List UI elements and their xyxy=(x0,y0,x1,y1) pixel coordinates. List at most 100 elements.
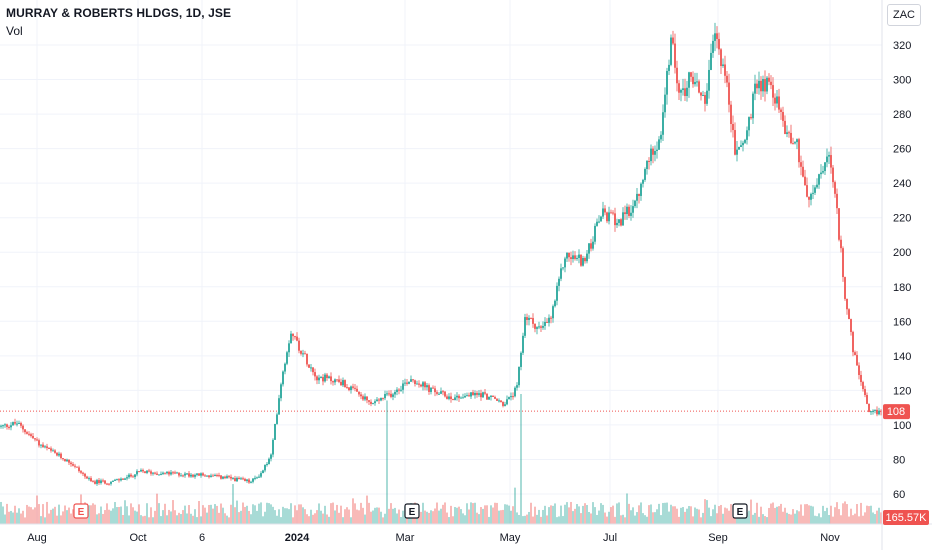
volume-bar xyxy=(200,516,202,524)
candle-body xyxy=(862,382,864,390)
volume-bar xyxy=(274,510,276,524)
volume-bar xyxy=(842,503,844,524)
volume-bar xyxy=(820,517,822,524)
candle-body xyxy=(138,471,140,473)
volume-bar xyxy=(360,502,362,524)
volume-bar xyxy=(386,400,388,524)
symbol-title[interactable]: MURRAY & ROBERTS HLDGS, 1D, JSE xyxy=(6,6,232,20)
candle-body xyxy=(530,317,532,319)
volume-bar xyxy=(348,509,350,524)
candle-body xyxy=(230,476,232,479)
volume-bar xyxy=(314,513,316,524)
volume-bar xyxy=(422,502,424,524)
candle-body xyxy=(282,371,284,385)
candle-body xyxy=(816,184,818,188)
volume-bar xyxy=(338,512,340,524)
volume-bar xyxy=(438,510,440,524)
volume-bar xyxy=(696,508,698,524)
volume-bar xyxy=(530,502,532,524)
volume-bar xyxy=(324,505,326,524)
volume-bar xyxy=(850,508,852,524)
candle-body xyxy=(874,409,876,411)
earnings-marker[interactable]: E xyxy=(73,503,89,519)
volume-indicator-label[interactable]: Vol xyxy=(6,24,23,38)
candle-body xyxy=(176,472,178,474)
candle-body xyxy=(372,403,374,405)
candle-body xyxy=(262,470,264,474)
earnings-marker[interactable]: E xyxy=(404,503,420,519)
candle-body xyxy=(562,267,564,269)
volume-bar xyxy=(592,502,594,524)
candle-body xyxy=(572,255,574,260)
candle-body xyxy=(780,109,782,112)
volume-bar xyxy=(638,505,640,524)
volume-bar xyxy=(290,503,292,524)
candle-body xyxy=(312,367,314,373)
volume-bar xyxy=(258,503,260,524)
candle-body xyxy=(578,254,580,258)
volume-bar xyxy=(512,506,514,524)
candle-body xyxy=(548,317,550,323)
volume-bar xyxy=(688,506,690,524)
volume-bar xyxy=(6,503,8,524)
candle-body xyxy=(634,200,636,207)
volume-bar xyxy=(702,512,704,524)
y-tick-label: 240 xyxy=(893,178,911,190)
volume-bar xyxy=(42,504,44,524)
volume-bar xyxy=(326,514,328,524)
candle-body xyxy=(420,384,422,387)
price-axis[interactable]: 60 80 100 120 140 160 180 200 220 240 260 280 300 320 xyxy=(893,40,911,501)
currency-button[interactable]: ZAC xyxy=(887,4,921,26)
volume-bar xyxy=(32,509,34,524)
candle-body xyxy=(278,398,280,415)
volume-bar xyxy=(374,507,376,524)
candle-body xyxy=(472,392,474,396)
candle-body xyxy=(732,123,734,131)
candle-body xyxy=(22,425,24,430)
volume-bar xyxy=(440,508,442,524)
volume-bar xyxy=(210,504,212,524)
volume-bar xyxy=(880,512,882,524)
volume-bar xyxy=(574,508,576,524)
volume-bar xyxy=(446,512,448,524)
volume-bar xyxy=(708,507,710,524)
candle-body xyxy=(52,450,54,452)
candle-body xyxy=(734,130,736,155)
candle-body xyxy=(610,212,612,214)
volume-bar xyxy=(572,511,574,524)
volume-bar xyxy=(566,502,568,524)
candle-body xyxy=(740,145,742,148)
volume-bar xyxy=(128,515,130,524)
candle-body xyxy=(608,212,610,222)
candle-body xyxy=(760,80,762,92)
volume-bar xyxy=(788,513,790,524)
candle-body xyxy=(454,397,456,400)
volume-bar xyxy=(658,503,660,524)
candle-body xyxy=(118,479,120,481)
x-tick-label: Aug xyxy=(27,532,47,544)
candle-body xyxy=(866,394,868,404)
volume-bar xyxy=(60,515,62,524)
volume-bar xyxy=(444,502,446,524)
volume-bar xyxy=(188,505,190,524)
candle-body xyxy=(280,384,282,399)
candle-body xyxy=(804,176,806,186)
candle-body xyxy=(36,439,38,441)
volume-bar xyxy=(206,512,208,524)
time-axis[interactable]: Aug Oct 6 2024 Mar May Jul Sep Nov xyxy=(27,532,840,544)
volume-bar xyxy=(552,505,554,524)
volume-bar xyxy=(180,514,182,524)
candle-body xyxy=(640,183,642,196)
earnings-marker[interactable]: E xyxy=(732,503,748,519)
volume-bar xyxy=(706,500,708,524)
volume-bar xyxy=(596,514,598,524)
candle-body xyxy=(270,454,272,459)
candle-body xyxy=(168,471,170,475)
candle-body xyxy=(820,172,822,175)
candle-body xyxy=(470,392,472,397)
candle-body xyxy=(152,472,154,474)
volume-bar xyxy=(684,511,686,524)
candle-body xyxy=(438,393,440,395)
